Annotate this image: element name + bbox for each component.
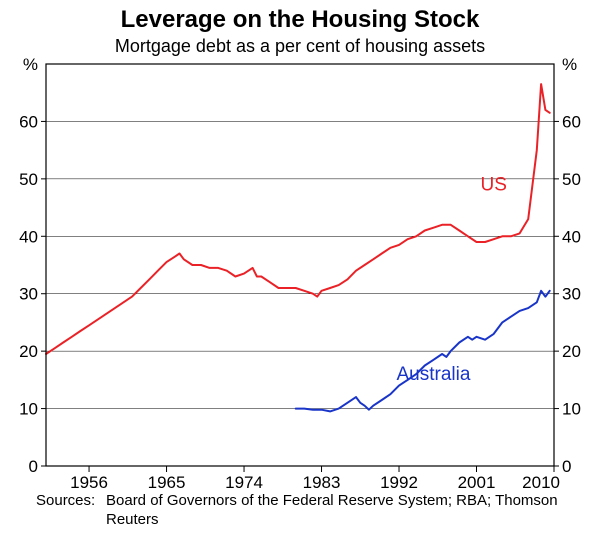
y-tick-label-left: 60 (19, 112, 38, 131)
y-unit-left: % (23, 55, 38, 74)
leverage-line-chart: USAustralia19561965197419831992200120100… (0, 0, 600, 534)
y-tick-label-right: 10 (562, 400, 581, 419)
y-tick-label-left: 40 (19, 227, 38, 246)
x-tick-label: 1992 (380, 473, 418, 492)
y-tick-label-right: 0 (562, 457, 571, 476)
y-tick-label-left: 50 (19, 170, 38, 189)
x-tick-label: 1983 (303, 473, 341, 492)
y-tick-label-left: 0 (29, 457, 38, 476)
sources-label: Sources: (36, 492, 106, 511)
x-tick-label: 2010 (522, 473, 560, 492)
series-label-australia: Australia (396, 364, 470, 385)
x-tick-label: 2001 (458, 473, 496, 492)
x-tick-label: 1965 (148, 473, 186, 492)
series-label-us: US (481, 174, 507, 195)
x-tick-label: 1974 (225, 473, 263, 492)
y-unit-right: % (562, 55, 577, 74)
y-tick-label-left: 20 (19, 342, 38, 361)
y-tick-label-right: 40 (562, 227, 581, 246)
chart-sources: Sources:Board of Governors of the Federa… (36, 492, 576, 530)
x-tick-label: 1956 (70, 473, 108, 492)
chart-frame: Leverage on the Housing Stock Mortgage d… (0, 0, 600, 534)
y-tick-label-right: 60 (562, 112, 581, 131)
y-tick-label-right: 20 (562, 342, 581, 361)
sources-text: Board of Governors of the Federal Reserv… (106, 492, 566, 530)
y-tick-label-right: 50 (562, 170, 581, 189)
y-tick-label-left: 10 (19, 400, 38, 419)
y-tick-label-right: 30 (562, 285, 581, 304)
y-tick-label-left: 30 (19, 285, 38, 304)
